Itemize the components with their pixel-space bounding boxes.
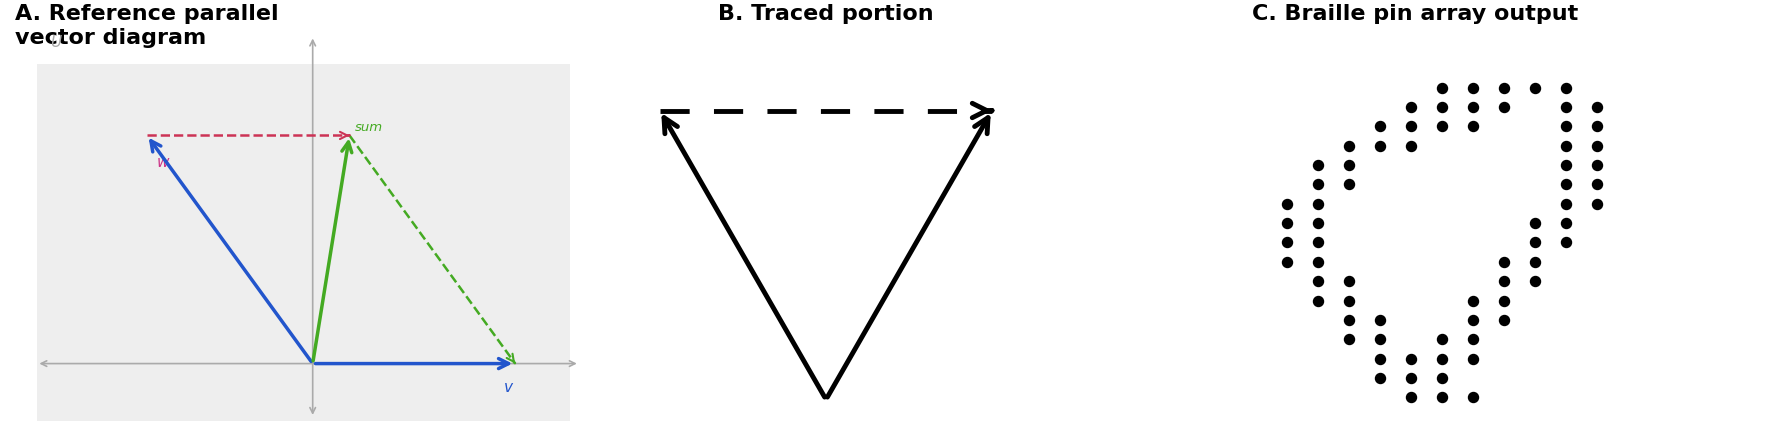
Point xyxy=(1272,220,1300,227)
Point xyxy=(1334,336,1363,343)
Point xyxy=(1552,123,1581,130)
Point xyxy=(1427,374,1456,381)
Point xyxy=(1366,142,1395,149)
Text: sum: sum xyxy=(355,121,384,134)
Point xyxy=(1427,84,1456,91)
Point xyxy=(1397,394,1425,401)
Point xyxy=(1334,278,1363,285)
Point xyxy=(1272,239,1300,246)
Text: A. Reference parallel
vector diagram: A. Reference parallel vector diagram xyxy=(14,4,279,49)
Point xyxy=(1490,316,1518,324)
Point xyxy=(1459,355,1488,362)
Point xyxy=(1272,200,1300,207)
Point xyxy=(1552,181,1581,188)
Point xyxy=(1334,297,1363,304)
Point xyxy=(1582,181,1611,188)
Point xyxy=(1552,142,1581,149)
Point xyxy=(1366,355,1395,362)
Point xyxy=(1459,316,1488,324)
Point xyxy=(1304,239,1332,246)
Point xyxy=(1582,123,1611,130)
Text: C. Braille pin array output: C. Braille pin array output xyxy=(1252,4,1579,24)
Bar xyxy=(36,64,570,421)
Point xyxy=(1304,181,1332,188)
Point xyxy=(1459,84,1488,91)
Point xyxy=(1427,103,1456,110)
Point xyxy=(1272,258,1300,265)
Point xyxy=(1520,278,1548,285)
Text: U: U xyxy=(50,35,61,50)
Point xyxy=(1304,278,1332,285)
Point xyxy=(1459,123,1488,130)
Text: w: w xyxy=(155,155,168,170)
Point xyxy=(1397,374,1425,381)
Point xyxy=(1520,239,1548,246)
Point xyxy=(1552,84,1581,91)
Point xyxy=(1304,220,1332,227)
Point xyxy=(1552,103,1581,110)
Point xyxy=(1334,161,1363,168)
Point xyxy=(1490,258,1518,265)
Point xyxy=(1520,84,1548,91)
Point xyxy=(1490,297,1518,304)
Point xyxy=(1582,161,1611,168)
Point xyxy=(1490,84,1518,91)
Point xyxy=(1366,374,1395,381)
Point xyxy=(1366,336,1395,343)
Point xyxy=(1304,200,1332,207)
Point xyxy=(1582,142,1611,149)
Point xyxy=(1304,161,1332,168)
Point xyxy=(1397,142,1425,149)
Point xyxy=(1520,258,1548,265)
Point xyxy=(1582,103,1611,110)
Point xyxy=(1459,336,1488,343)
Point xyxy=(1552,220,1581,227)
Point xyxy=(1459,394,1488,401)
Point xyxy=(1427,394,1456,401)
Point xyxy=(1334,316,1363,324)
Point xyxy=(1334,142,1363,149)
Point xyxy=(1520,220,1548,227)
Point xyxy=(1397,123,1425,130)
Point xyxy=(1304,297,1332,304)
Point xyxy=(1490,278,1518,285)
Point xyxy=(1552,239,1581,246)
Text: B. Traced portion: B. Traced portion xyxy=(718,4,934,24)
Point xyxy=(1397,355,1425,362)
Point xyxy=(1427,336,1456,343)
Point xyxy=(1304,258,1332,265)
Point xyxy=(1552,161,1581,168)
Point xyxy=(1490,103,1518,110)
Point xyxy=(1459,103,1488,110)
Point xyxy=(1427,355,1456,362)
Point xyxy=(1366,316,1395,324)
Point xyxy=(1582,200,1611,207)
Point xyxy=(1366,123,1395,130)
Point xyxy=(1427,123,1456,130)
Point xyxy=(1397,103,1425,110)
Point xyxy=(1552,200,1581,207)
Point xyxy=(1334,181,1363,188)
Text: v: v xyxy=(504,380,513,395)
Point xyxy=(1459,297,1488,304)
